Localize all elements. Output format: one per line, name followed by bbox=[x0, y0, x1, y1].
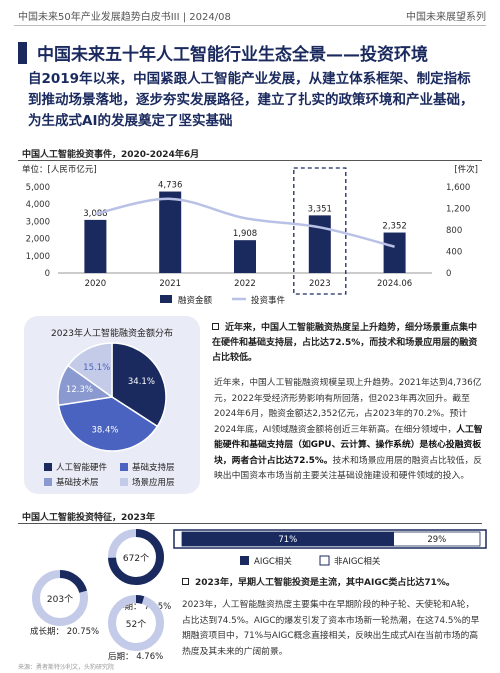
bar-2023 bbox=[308, 215, 331, 273]
x-tick-2023: 2023 bbox=[309, 279, 331, 289]
y-right-tick: 1,200 bbox=[446, 205, 470, 215]
x-tick-2022: 2022 bbox=[234, 279, 256, 289]
x-tick-2021: 2021 bbox=[159, 279, 181, 289]
x-tick-2020: 2020 bbox=[85, 279, 107, 289]
section-title-investment-features: 中国人工智能投资特征，2023年 bbox=[22, 513, 156, 523]
aigc-segment-1 bbox=[393, 531, 481, 547]
page-title: 中国未来五十年人工智能行业生态全景——投资环境 bbox=[18, 40, 428, 65]
bar-label-2020: 3,088 bbox=[83, 209, 107, 219]
para-text-b: 人工智能硬件和基础支持层（如GPU、云计算、操作系统）是核心投融资板块，两者合计… bbox=[214, 424, 483, 466]
legend-aigc: AIGC相关 bbox=[254, 556, 292, 567]
y-left-tick: 0 bbox=[45, 269, 50, 279]
title-bar bbox=[18, 41, 27, 64]
donut-count-1: 203个 bbox=[47, 594, 73, 605]
page-header: 中国未来50年产业发展趋势白皮书III | 2024/08 中国未来展望系列 bbox=[18, 8, 486, 23]
legend-swatch-aigc bbox=[240, 556, 249, 565]
donut-arc-0 bbox=[108, 529, 164, 585]
y-right-tick: 800 bbox=[446, 226, 462, 236]
page-title-text: 中国未来五十年人工智能行业生态全景——投资环境 bbox=[37, 45, 428, 65]
donut-label-1: 成长期： 20.75% bbox=[30, 626, 99, 637]
legend-swatch bbox=[120, 478, 128, 486]
y-left-tick: 2,000 bbox=[26, 235, 50, 245]
line-investment-events bbox=[95, 197, 395, 248]
donut-count-2: 52个 bbox=[126, 619, 146, 630]
aigc-label-0: 71% bbox=[278, 535, 297, 545]
pie-label-3: 15.1% bbox=[83, 363, 110, 373]
pie-title: 2023年人工智能融资金额分布 bbox=[51, 329, 173, 339]
bullet-text: 近年来，中国人工智能融资热度呈上升趋势，细分场景重点集中在硬件和基础支持层，占比… bbox=[212, 323, 478, 363]
pie-panel: 2023年人工智能融资金额分布 34.1% 38.4% 12.3% 15.1% 人工智… bbox=[24, 316, 200, 494]
bar-2024.06 bbox=[383, 232, 406, 273]
legend-swatch-non-aigc bbox=[319, 555, 330, 566]
pie-slice-1 bbox=[57, 396, 159, 452]
header-right: 中国未来展望系列 bbox=[406, 12, 486, 23]
paragraph-financing: 近年来，中国人工智能融资规模呈现上升趋势。2021年达到4,736亿元，2022… bbox=[214, 376, 484, 485]
pie-legend-hardware: 人工智能硬件 bbox=[44, 461, 107, 473]
bar-label-2023: 3,351 bbox=[308, 204, 332, 214]
bar-label-2022: 1,908 bbox=[233, 229, 257, 239]
legend-label: 场景应用层 bbox=[132, 478, 175, 488]
donut-count-0: 672个 bbox=[123, 553, 149, 564]
bullet-text: 2023年，早期人工智能投资是主流，其中AIGC类占比达71%。 bbox=[195, 578, 455, 588]
legend-swatch bbox=[120, 463, 128, 471]
legend-label: 人工智能硬件 bbox=[56, 463, 108, 473]
pie-legend-tech: 基础技术层 bbox=[44, 476, 99, 488]
pie-label-0: 34.1% bbox=[128, 377, 155, 387]
source-note: 来源：勇者斯特沙利文，头豹研究院 bbox=[18, 664, 115, 671]
section-divider-2 bbox=[18, 523, 482, 524]
x-tick-2024.06: 2024.06 bbox=[377, 279, 412, 289]
bar-label-2021: 4,736 bbox=[158, 181, 182, 191]
y-left-tick: 1,000 bbox=[26, 252, 50, 262]
pie-chart: 34.1% 38.4% 12.3% 15.1% bbox=[57, 342, 167, 452]
y-left-tick: 5,000 bbox=[26, 183, 50, 193]
legend-swatch bbox=[44, 478, 52, 486]
bullet-financing-trend: 近年来，中国人工智能融资热度呈上升趋势，细分场景重点集中在硬件和基础支持层，占比… bbox=[212, 321, 482, 366]
legend-line: 投资事件 bbox=[251, 295, 286, 306]
pie-legend-support: 基础支持层 bbox=[120, 461, 175, 473]
para-text-a: 近年来，中国人工智能融资规模呈现上升趋势。2021年达到4,736亿元，2022… bbox=[214, 378, 482, 435]
bar-2022 bbox=[234, 240, 256, 273]
legend-non-aigc: 非AIGC相关 bbox=[334, 556, 381, 567]
y-left-tick: 3,000 bbox=[26, 217, 50, 227]
pie-slice-3 bbox=[67, 342, 113, 399]
y-right-tick: 1,600 bbox=[446, 183, 470, 193]
legend-bar: 融资金额 bbox=[178, 295, 213, 306]
bar-2021 bbox=[159, 191, 182, 273]
section-title-investment-events: 中国人工智能投资事件，2020-2024年6月 bbox=[22, 150, 200, 160]
donut-label-0: 早期： 74.5% bbox=[116, 602, 171, 612]
legend-label: 基础支持层 bbox=[132, 463, 175, 473]
pie-legend-app: 场景应用层 bbox=[120, 476, 175, 488]
header-left: 中国未来50年产业发展趋势白皮书III | 2024/08 bbox=[18, 12, 231, 23]
paragraph-aigc: 2023年，人工智能融资热度主要集中在早期阶段的种子轮、天使轮和A轮，占比达到7… bbox=[182, 600, 480, 657]
section-divider-1 bbox=[18, 160, 482, 161]
aigc-share-chart: 71% 29% AIGC相关 非AIGC相关 bbox=[173, 529, 487, 567]
aigc-bar-frame bbox=[173, 529, 487, 549]
y-right-label: [件次] bbox=[454, 164, 478, 175]
pie-label-2: 12.3% bbox=[66, 385, 93, 395]
aigc-label-1: 29% bbox=[427, 535, 446, 545]
para-text-c: 技术和场景应用层的融资占比较低，反映出中国资本市场当前主要关注基础设施建设和硬件… bbox=[214, 455, 483, 482]
lead-paragraph: 自2019年以来，中国紧跟人工智能产业发展，从建立体系框架、制定指标到推动场景落… bbox=[28, 71, 474, 129]
y-left-label: 单位：[人民币亿元] bbox=[22, 164, 97, 175]
donut-arc-1 bbox=[59, 570, 88, 594]
y-left-tick: 4,000 bbox=[26, 200, 50, 210]
legend-swatch bbox=[44, 463, 52, 471]
donut-arc-2 bbox=[135, 595, 145, 604]
bar-2020 bbox=[84, 219, 107, 273]
legend-label: 基础技术层 bbox=[56, 478, 99, 488]
donut-label-2: 后期： 4.76% bbox=[108, 651, 163, 662]
highlight-box-2023 bbox=[293, 167, 347, 295]
y-right-tick: 0 bbox=[446, 269, 451, 279]
bullet-square-icon bbox=[212, 323, 219, 330]
y-right-tick: 400 bbox=[446, 248, 462, 258]
header-divider bbox=[14, 25, 486, 26]
bullet-early-stage: 2023年，早期人工智能投资是主流，其中AIGC类占比达71%。 bbox=[182, 576, 482, 591]
pie-label-1: 38.4% bbox=[91, 426, 118, 436]
bullet-square-icon bbox=[182, 578, 189, 585]
investment-chart: 单位：[人民币亿元] [件次] 0 1,000 2,000 3,000 4,000 5,000… bbox=[22, 164, 478, 306]
legend-swatch-bar bbox=[160, 295, 172, 303]
bar-label-2024.06: 2,352 bbox=[382, 222, 406, 232]
